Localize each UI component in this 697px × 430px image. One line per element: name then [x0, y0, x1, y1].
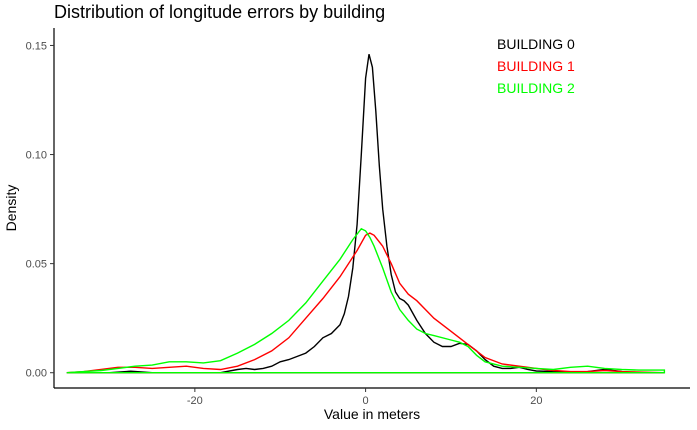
legend-item: BUILDING 0	[497, 36, 575, 52]
chart-title: Distribution of longitude errors by buil…	[54, 2, 385, 22]
density-curve-2	[66, 232, 665, 374]
x-axis-title: Value in meters	[324, 406, 420, 422]
density-curve-1	[66, 54, 665, 374]
density-curve-3	[66, 227, 666, 374]
y-tick-label: 0.00	[26, 368, 47, 380]
y-axis-title: Density	[3, 185, 19, 232]
x-tick-label: 20	[530, 395, 542, 407]
y-tick-label: 0.05	[26, 259, 47, 271]
x-tick-label: -20	[187, 395, 203, 407]
plot-area: 0.00 0.05 0.10 0.15 -20 0 20 BUILDING 0 BUILDING…	[26, 28, 690, 407]
y-tick-label: 0.15	[26, 40, 47, 52]
y-tick-label: 0.10	[26, 150, 47, 162]
legend-item: BUILDING 1	[497, 58, 575, 74]
legend-item: BUILDING 2	[497, 80, 575, 96]
x-tick-label: 0	[363, 395, 369, 407]
